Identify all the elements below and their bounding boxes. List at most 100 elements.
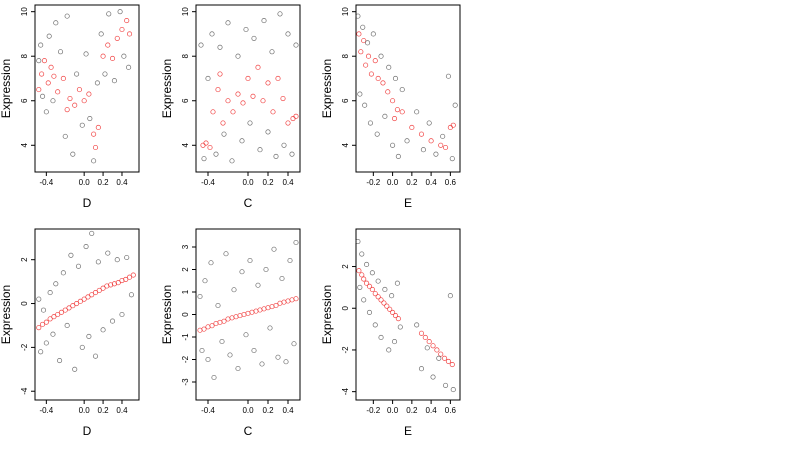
- data-point: [378, 297, 384, 303]
- data-point: [202, 278, 208, 284]
- data-point: [385, 89, 391, 95]
- x-tick-label: 0.0: [242, 406, 254, 415]
- data-point: [114, 35, 120, 41]
- data-point: [201, 156, 207, 162]
- data-point: [281, 142, 287, 148]
- data-point: [389, 293, 395, 299]
- data-point: [433, 151, 439, 157]
- data-point: [203, 140, 209, 146]
- data-point: [38, 349, 44, 355]
- data-point: [81, 98, 87, 104]
- data-point: [76, 87, 82, 93]
- data-point: [235, 53, 241, 59]
- y-tick-label: 4: [181, 143, 190, 148]
- data-point: [391, 339, 398, 345]
- data-point: [394, 280, 400, 286]
- data-point: [255, 64, 261, 70]
- data-point: [74, 71, 80, 77]
- data-point: [366, 309, 373, 315]
- data-point: [251, 35, 257, 41]
- data-point: [43, 319, 49, 325]
- data-point: [450, 387, 456, 393]
- data-point: [362, 102, 368, 108]
- data-point: [38, 42, 44, 48]
- data-point: [390, 142, 396, 148]
- data-point: [239, 138, 245, 144]
- y-tick-label: 0: [341, 305, 350, 310]
- data-point: [384, 303, 390, 309]
- data-point: [40, 321, 46, 327]
- y-tick-label: 1: [181, 289, 190, 294]
- data-point: [220, 120, 226, 126]
- data-point: [395, 316, 401, 322]
- data-point: [447, 293, 453, 299]
- data-point: [47, 290, 53, 296]
- data-point: [41, 58, 48, 64]
- data-point: [40, 307, 47, 313]
- data-point: [293, 296, 299, 302]
- data-point: [95, 124, 101, 131]
- data-point: [265, 129, 271, 135]
- data-point: [279, 275, 285, 282]
- data-point: [378, 334, 384, 340]
- data-point: [74, 300, 80, 307]
- data-point: [210, 109, 216, 115]
- data-point: [221, 318, 227, 324]
- data-point: [438, 142, 444, 148]
- data-point: [111, 281, 117, 287]
- data-point: [449, 361, 455, 368]
- data-point: [392, 75, 399, 82]
- data-point: [105, 42, 111, 48]
- plot-frame: [355, 4, 461, 173]
- data-point: [128, 292, 134, 298]
- data-point: [399, 109, 405, 115]
- data-point: [46, 33, 52, 39]
- data-point: [77, 298, 83, 304]
- data-point: [130, 272, 136, 278]
- y-tick-label: 2: [181, 267, 190, 272]
- data-point: [83, 51, 89, 57]
- data-point: [100, 53, 106, 59]
- data-point: [372, 322, 378, 328]
- x-tick-label: -0.4: [201, 178, 215, 187]
- data-point: [94, 80, 100, 86]
- x-tick-label: 0.6: [445, 406, 457, 415]
- data-point: [219, 338, 225, 345]
- data-point: [36, 296, 42, 302]
- data-point: [445, 73, 451, 79]
- data-point: [109, 55, 116, 61]
- data-point: [359, 272, 365, 278]
- data-point: [109, 318, 116, 324]
- data-point: [414, 109, 420, 115]
- x-axis-label: D: [83, 196, 92, 210]
- data-point: [247, 120, 253, 126]
- data-point: [58, 309, 65, 315]
- data-point: [208, 260, 214, 266]
- x-axis-label: C: [244, 424, 253, 438]
- data-point: [357, 284, 363, 290]
- y-tick-label: 4: [20, 143, 29, 148]
- y-tick-label: -2: [20, 343, 29, 351]
- data-point: [83, 243, 89, 250]
- data-point: [436, 355, 442, 361]
- data-point: [55, 89, 61, 95]
- data-point: [229, 158, 235, 164]
- data-point: [418, 366, 425, 372]
- data-point: [259, 361, 265, 367]
- data-point: [270, 109, 276, 115]
- x-tick-label: 0.4: [426, 406, 438, 415]
- scatter-panel-5: -0.4 0.0 0.2 0.4 -3 -2 -1 0 1 2 3 C Expression: [160, 228, 301, 438]
- data-point: [201, 326, 207, 332]
- y-tick-label: 0: [20, 301, 29, 306]
- data-point: [277, 11, 283, 17]
- plot-frame: [195, 228, 301, 401]
- y-tick-label: 10: [20, 7, 29, 16]
- data-point: [361, 276, 367, 282]
- data-point: [263, 266, 269, 273]
- data-point: [126, 31, 133, 37]
- data-point: [50, 331, 56, 337]
- data-point: [43, 109, 49, 115]
- x-tick-label: 0.2: [406, 406, 418, 415]
- data-point: [119, 26, 125, 33]
- data-point: [114, 257, 120, 263]
